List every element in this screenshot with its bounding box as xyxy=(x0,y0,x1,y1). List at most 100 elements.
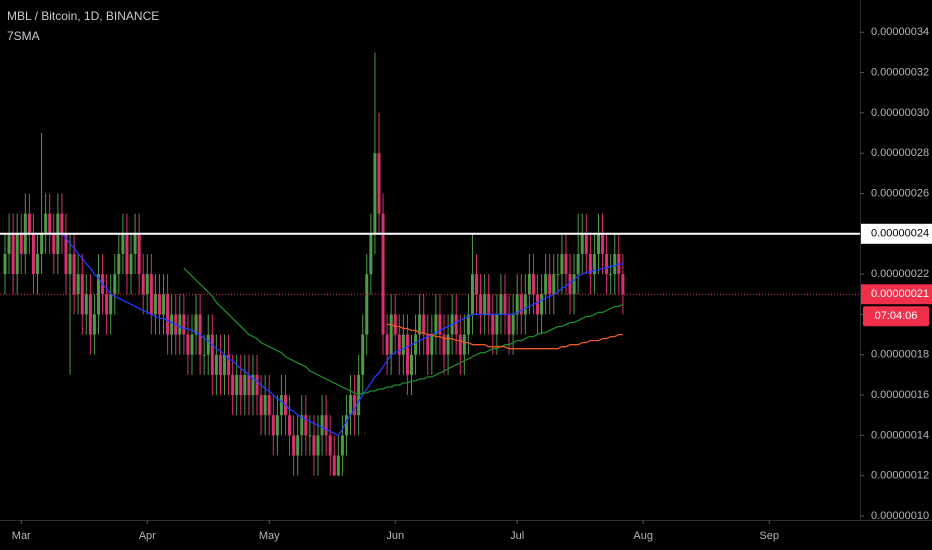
candle-body xyxy=(540,294,544,315)
candle-body xyxy=(80,274,84,315)
candle-body xyxy=(377,153,381,214)
candle-body xyxy=(592,253,596,275)
candle-body xyxy=(430,334,434,355)
candle-body xyxy=(206,334,210,355)
candle-body xyxy=(145,274,149,295)
candle-body xyxy=(170,314,174,335)
candle-body xyxy=(117,253,121,275)
candle-body xyxy=(194,314,198,335)
candle-body xyxy=(572,274,576,295)
price-label: 0.00000021 xyxy=(871,288,929,300)
candle-body xyxy=(19,233,23,254)
y-tick-label: 0.00000032 xyxy=(871,66,929,78)
candle-body xyxy=(361,334,365,375)
candle-body xyxy=(410,354,413,375)
candle-body xyxy=(255,374,259,396)
candle-body xyxy=(389,314,393,355)
candle-body xyxy=(84,294,88,315)
candle-body xyxy=(52,233,56,254)
candle-body xyxy=(470,274,474,315)
candle-body xyxy=(344,415,348,436)
y-tick-label: 0.00000030 xyxy=(871,107,929,119)
candle-body xyxy=(568,274,572,295)
candle-body xyxy=(332,455,336,476)
candle-body xyxy=(60,213,64,234)
candle-body xyxy=(552,274,556,295)
candle-body xyxy=(613,253,617,275)
indicator-label: 7SMA xyxy=(7,29,40,43)
candle-body xyxy=(365,274,369,335)
candle-body xyxy=(483,294,487,315)
candle-body xyxy=(426,334,430,355)
candle-body xyxy=(601,233,605,254)
candle-body xyxy=(40,233,44,254)
candle-body xyxy=(125,233,129,275)
chart-title: MBL / Bitcoin, 1D, BINANCE xyxy=(7,9,159,23)
price-label: 0.00000024 xyxy=(871,228,929,240)
candle-body xyxy=(584,233,588,254)
candle-body xyxy=(499,294,503,315)
candle-body xyxy=(11,233,15,275)
x-tick-label: May xyxy=(259,530,280,542)
x-tick-label: Apr xyxy=(139,530,156,542)
candle-body xyxy=(44,213,48,234)
candle-body xyxy=(596,233,600,254)
candle-body xyxy=(422,314,426,335)
x-tick-label: Sep xyxy=(759,530,779,542)
candle-body xyxy=(96,274,100,315)
candle-body xyxy=(349,395,353,416)
candle-body xyxy=(68,253,72,275)
candle-body xyxy=(259,395,263,416)
candle-body xyxy=(531,274,535,295)
candle-body xyxy=(182,314,186,335)
candle-body xyxy=(243,374,247,396)
candle-body xyxy=(109,294,113,315)
candle-body xyxy=(385,334,389,355)
candle-body xyxy=(491,314,495,335)
candle-body xyxy=(397,334,401,355)
candle-body xyxy=(519,294,523,315)
y-tick-label: 0.00000022 xyxy=(871,268,929,280)
y-tick-label: 0.00000012 xyxy=(871,470,929,482)
candle-body xyxy=(588,253,592,275)
candle-body xyxy=(536,294,540,315)
candle-body xyxy=(267,395,271,416)
candle-body xyxy=(31,233,35,275)
candle-body xyxy=(279,395,283,416)
candle-body xyxy=(462,334,466,355)
candle-body xyxy=(304,415,308,436)
candle-body xyxy=(320,415,324,436)
candle-body xyxy=(190,334,194,355)
candle-body xyxy=(515,294,519,315)
y-tick-label: 0.00000016 xyxy=(871,389,929,401)
candle-body xyxy=(560,253,564,275)
candle-body xyxy=(564,253,568,275)
y-tick-label: 0.00000026 xyxy=(871,187,929,199)
candle-body xyxy=(507,314,511,335)
candle-body xyxy=(414,334,418,355)
sma-line xyxy=(61,233,623,437)
candle-body xyxy=(487,294,491,315)
candle-body xyxy=(312,435,316,456)
candle-body xyxy=(76,274,80,295)
y-tick-label: 0.00000018 xyxy=(871,349,929,361)
candle-body xyxy=(434,314,438,335)
candle-body xyxy=(129,253,133,275)
candle-body xyxy=(556,274,560,276)
y-tick-label: 0.00000028 xyxy=(871,147,929,159)
countdown-box xyxy=(863,306,929,327)
y-tick-label: 0.00000010 xyxy=(871,510,929,522)
candle-body xyxy=(324,415,328,436)
candle-body xyxy=(479,294,483,315)
candle-body xyxy=(418,314,422,335)
candle-body xyxy=(442,334,446,355)
candle-body xyxy=(316,435,320,456)
candle-body xyxy=(263,395,267,416)
candle-body xyxy=(202,354,206,356)
candle-body xyxy=(503,294,507,315)
candle-body xyxy=(336,455,340,476)
candle-body xyxy=(523,294,527,315)
candle-body xyxy=(511,314,515,335)
candle-body xyxy=(162,294,166,315)
